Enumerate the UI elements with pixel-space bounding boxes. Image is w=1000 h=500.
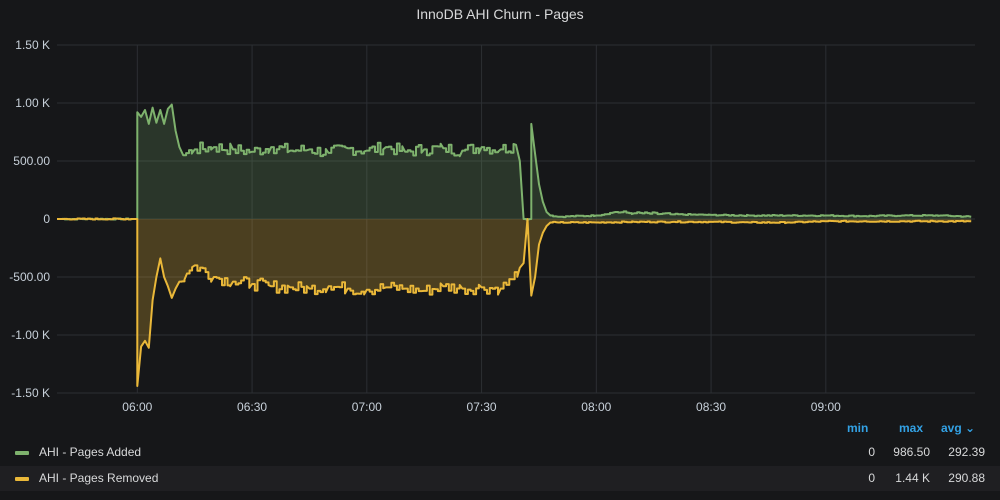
x-tick-label: 08:30 [696, 400, 726, 414]
chart-grid [57, 44, 975, 394]
series-lines [57, 103, 972, 387]
y-tick-label: 500.00 [13, 154, 50, 168]
legend-series-name[interactable]: AHI - Pages Added [39, 445, 142, 459]
legend-max: 986.50 [893, 445, 930, 459]
y-tick-label: 0 [43, 212, 50, 226]
y-tick-label: 1.50 K [15, 38, 50, 52]
legend-row-pages-added[interactable]: AHI - Pages Added 0 986.50 292.39 [0, 440, 1000, 465]
y-tick-label: 1.00 K [15, 96, 50, 110]
x-tick-label: 06:30 [237, 400, 267, 414]
y-tick-label: -1.50 K [11, 386, 50, 400]
legend-header-min[interactable]: min [847, 421, 869, 435]
y-axis: 1.50 K 1.00 K 500.00 0 -500.00 -1.00 K -1.50 K [9, 38, 50, 400]
legend-min: 0 [868, 471, 875, 485]
legend-avg: 290.88 [948, 471, 985, 485]
legend-min: 0 [868, 445, 875, 459]
x-tick-label: 08:00 [581, 400, 611, 414]
legend-series-name[interactable]: AHI - Pages Removed [39, 471, 159, 485]
x-axis: 06:00 06:30 07:00 07:30 08:00 08:30 09:00 [122, 400, 841, 414]
panel-title[interactable]: InnoDB AHI Churn - Pages [416, 6, 584, 22]
legend-header-max[interactable]: max [899, 421, 924, 435]
legend-swatch-icon[interactable] [15, 451, 29, 455]
legend-row-pages-removed[interactable]: AHI - Pages Removed 0 1.44 K 290.88 [0, 466, 1000, 491]
legend-avg: 292.39 [948, 445, 985, 459]
legend-max: 1.44 K [895, 471, 930, 485]
x-tick-label: 09:00 [811, 400, 841, 414]
x-tick-label: 07:30 [467, 400, 497, 414]
legend-swatch-icon[interactable] [15, 477, 29, 481]
x-tick-label: 06:00 [122, 400, 152, 414]
series-area-pages-added [57, 104, 972, 220]
y-tick-label: -1.00 K [11, 328, 50, 342]
y-tick-label: -500.00 [9, 270, 50, 284]
x-tick-label: 07:00 [352, 400, 382, 414]
series-line-pages-removed[interactable] [57, 217, 972, 387]
series-fills [57, 104, 972, 386]
series-area-pages-removed [57, 218, 972, 386]
series-line-pages-added[interactable] [57, 103, 972, 221]
legend-header-avg[interactable]: avg ⌄ [941, 421, 976, 435]
